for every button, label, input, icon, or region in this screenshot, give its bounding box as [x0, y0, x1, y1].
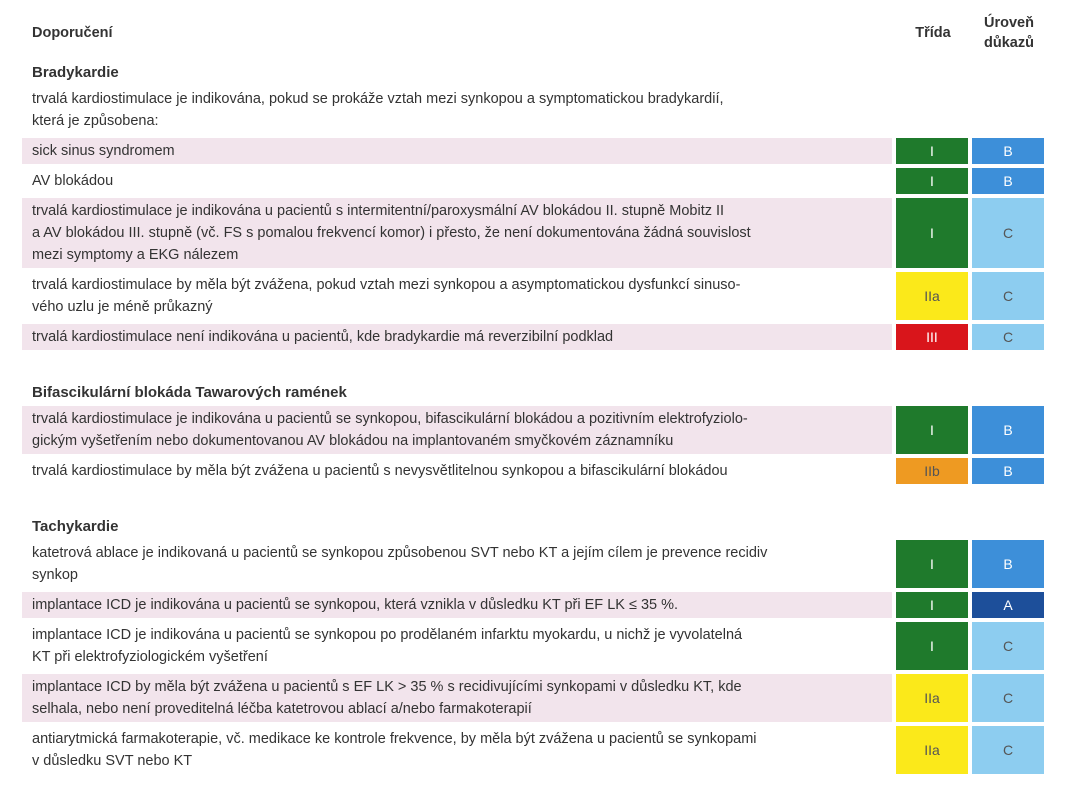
level-badge: C — [972, 726, 1044, 774]
class-badge: I — [896, 168, 968, 194]
recommendation-text: AV blokádou — [32, 173, 114, 189]
section-title: Tachykardie — [32, 518, 119, 535]
recommendation-text: implantace ICD je indikována u pacientů … — [32, 627, 743, 665]
recommendation-row: implantace ICD je indikována u pacientů … — [22, 622, 1057, 670]
level-badge: B — [972, 406, 1044, 454]
recommendation-text: trvalá kardiostimulace je indikována u p… — [22, 406, 892, 454]
level-badge: C — [972, 198, 1044, 268]
header-level: Úroveň důkazů — [984, 15, 1034, 51]
class-badge: III — [896, 324, 968, 350]
section: Bifascikulární blokáda Tawarových raméne… — [22, 378, 1057, 484]
recommendation-row: implantace ICD je indikována u pacientů … — [22, 592, 1057, 618]
recommendation-row: trvalá kardiostimulace je indikována u p… — [22, 198, 1057, 268]
recommendation-row: AV blokádou I B — [22, 168, 1057, 194]
intro-text: trvalá kardiostimulace je indikována, po… — [32, 91, 724, 129]
recommendation-row: sick sinus syndromem I B — [22, 138, 1057, 164]
header-recommendation: Doporučení — [32, 25, 113, 41]
level-badge: C — [972, 674, 1044, 722]
section-title: Bifascikulární blokáda Tawarových raméne… — [32, 384, 347, 401]
level-badge: B — [972, 168, 1044, 194]
recommendation-row: implantace ICD by měla být zvážena u pac… — [22, 674, 1057, 722]
level-badge: C — [972, 324, 1044, 350]
level-badge: A — [972, 592, 1044, 618]
recommendation-text: trvalá kardiostimulace by měla být zváže… — [32, 463, 728, 479]
level-badge: C — [972, 622, 1044, 670]
recommendation-text: sick sinus syndromem — [22, 138, 892, 164]
recommendation-text: implantace ICD je indikována u pacientů … — [22, 592, 892, 618]
class-badge: IIb — [896, 458, 968, 484]
section: Bradykardie trvalá kardiostimulace je ind… — [22, 58, 1057, 350]
recommendation-row: katetrová ablace je indikovaná u pacient… — [22, 540, 1057, 588]
recommendation-text: antiarytmická farmakoterapie, vč. medika… — [32, 731, 757, 769]
class-badge: I — [896, 622, 968, 670]
level-badge: B — [972, 458, 1044, 484]
table-header: Doporučení Třída Úroveň důkazů — [22, 8, 1057, 58]
recommendation-row: trvalá kardiostimulace by měla být zváže… — [22, 458, 1057, 484]
recommendation-row: antiarytmická farmakoterapie, vč. medika… — [22, 726, 1057, 774]
class-badge: I — [896, 198, 968, 268]
class-badge: I — [896, 406, 968, 454]
class-badge: I — [896, 540, 968, 588]
level-badge: B — [972, 540, 1044, 588]
recommendation-text: trvalá kardiostimulace není indikována u… — [22, 324, 892, 350]
section-title: Bradykardie — [32, 64, 119, 81]
level-badge: C — [972, 272, 1044, 320]
recommendation-row: trvalá kardiostimulace není indikována u… — [22, 324, 1057, 350]
header-class: Třída — [915, 25, 951, 41]
recommendation-text: katetrová ablace je indikovaná u pacient… — [32, 545, 768, 583]
class-badge: IIa — [896, 674, 968, 722]
recommendation-row: trvalá kardiostimulace by měla být zváže… — [22, 272, 1057, 320]
recommendation-text: trvalá kardiostimulace je indikována u p… — [22, 198, 892, 268]
recommendation-text: implantace ICD by měla být zvážena u pac… — [22, 674, 892, 722]
level-badge: B — [972, 138, 1044, 164]
section: Tachykardie katetrová ablace je indikovan… — [22, 512, 1057, 774]
class-badge: IIa — [896, 272, 968, 320]
intro-row: trvalá kardiostimulace je indikována, po… — [22, 86, 1057, 134]
class-badge: I — [896, 592, 968, 618]
recommendations-table: Doporučení Třída Úroveň důkazů Bradykard… — [22, 8, 1057, 774]
recommendation-row: trvalá kardiostimulace je indikována u p… — [22, 406, 1057, 454]
class-badge: I — [896, 138, 968, 164]
class-badge: IIa — [896, 726, 968, 774]
table-body: Bradykardie trvalá kardiostimulace je ind… — [22, 58, 1057, 774]
recommendation-text: trvalá kardiostimulace by měla být zváže… — [32, 277, 741, 315]
